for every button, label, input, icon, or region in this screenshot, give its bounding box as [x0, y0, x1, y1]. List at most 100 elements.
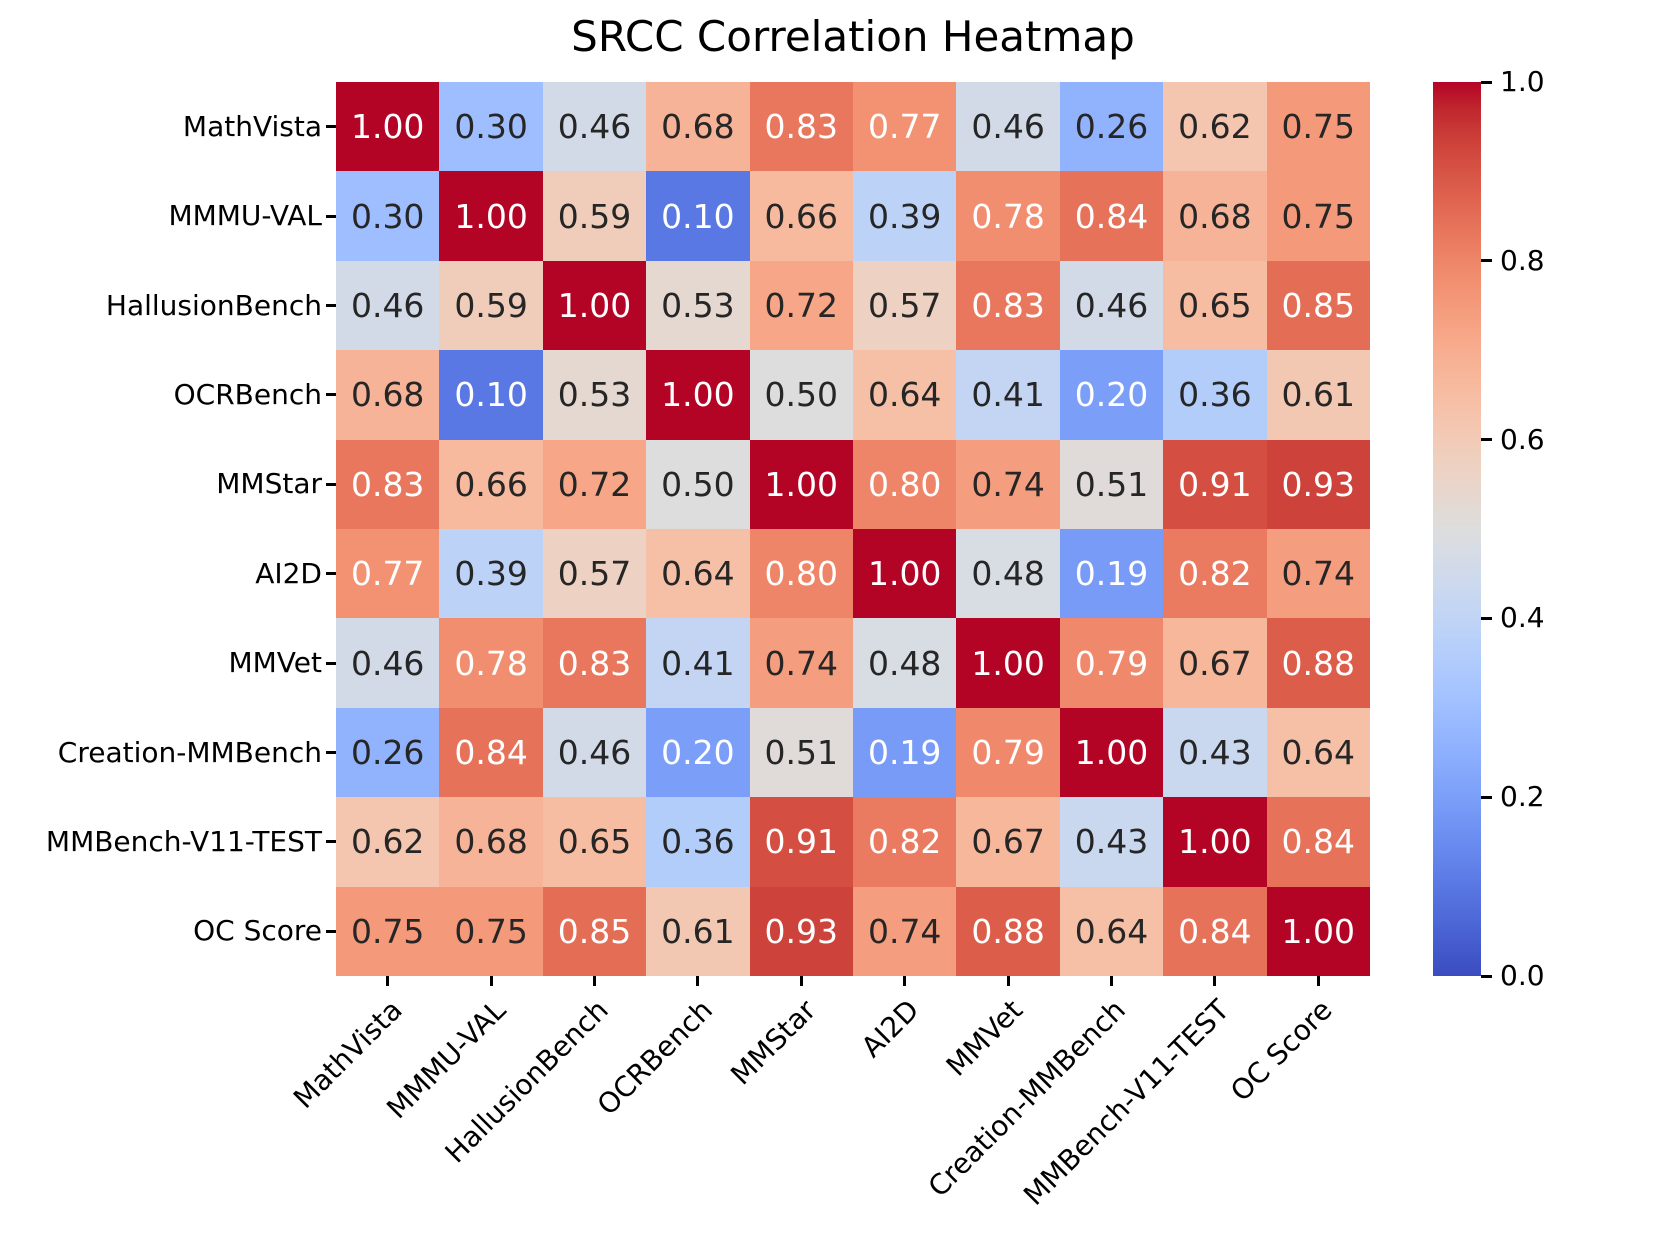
heatmap-cell-OC Score-MMVet: 0.88 [956, 886, 1060, 976]
cell-value: 0.91 [764, 822, 839, 862]
heatmap-cell-MMVet-OCRBench: 0.41 [646, 618, 750, 708]
cell-value: 0.46 [1074, 285, 1149, 325]
cell-value: 0.68 [661, 107, 735, 147]
cell-value: 0.65 [557, 822, 632, 862]
heatmap-cell-MMBench-V11-TEST-MMStar: 0.91 [749, 797, 853, 887]
heatmap-cell-MathVista-OCRBench: 0.68 [646, 82, 750, 172]
cell-value: 0.10 [454, 375, 528, 415]
heatmap-cell-AI2D-Creation-MMBench: 0.19 [1059, 529, 1164, 619]
cell-value: 0.82 [1178, 554, 1252, 594]
cell-value: 0.64 [1074, 911, 1149, 951]
heatmap-cell-HallusionBench-MMStar: 0.72 [749, 260, 853, 351]
cell-value: 0.75 [1281, 196, 1356, 236]
cell-value: 0.75 [1281, 107, 1356, 147]
heatmap-cell-HallusionBench-AI2D: 0.57 [853, 260, 957, 351]
cell-value: 0.67 [1178, 643, 1252, 683]
cell-value: 0.83 [557, 643, 632, 683]
heatmap-cell-MathVista-Creation-MMBench: 0.26 [1059, 82, 1164, 172]
cell-value: 1.00 [661, 375, 735, 415]
y-tick-label-MMMU-VAL: MMMU-VAL [168, 199, 322, 233]
heatmap-cell-OCRBench-MMMU-VAL: 0.10 [439, 350, 543, 440]
x-tick-mark [386, 976, 390, 986]
heatmap-cell-AI2D-HallusionBench: 0.57 [542, 529, 647, 619]
heatmap-cell-Creation-MMBench-MMVet: 0.79 [956, 707, 1060, 798]
heatmap-cell-MMStar-MathVista: 0.83 [336, 439, 440, 529]
y-tick-mark [326, 304, 336, 307]
heatmap-cell-OC Score-OCRBench: 0.61 [646, 886, 750, 976]
heatmap-cell-MMVet-MMMU-VAL: 0.78 [439, 618, 543, 708]
colorbar-tick-label-0.6: 0.6 [1500, 422, 1545, 456]
cell-value: 0.88 [971, 911, 1045, 951]
cell-value: 0.82 [867, 822, 942, 862]
x-tick-mark [1316, 976, 1320, 986]
x-tick-mark [903, 976, 907, 986]
heatmap-cell-MMBench-V11-TEST-AI2D: 0.82 [853, 797, 957, 887]
heatmap-cell-OCRBench-MMVet: 0.41 [956, 350, 1060, 440]
cell-value: 0.93 [1281, 464, 1356, 504]
cell-value: 0.74 [971, 464, 1045, 504]
heatmap-cell-HallusionBench-MMMU-VAL: 0.59 [439, 260, 543, 351]
heatmap-cell-MMBench-V11-TEST-MMVet: 0.67 [956, 797, 1060, 887]
heatmap-cell-MMVet-MMBench-V11-TEST: 0.67 [1163, 618, 1267, 708]
heatmap-cell-OC Score-MMMU-VAL: 0.75 [439, 886, 543, 976]
x-tick-mark [593, 976, 596, 986]
heatmap-cell-MMMU-VAL-MathVista: 0.30 [336, 171, 440, 261]
cell-value: 0.30 [350, 196, 425, 236]
heatmap-cell-OC Score-OC Score: 1.00 [1266, 886, 1370, 976]
cell-value: 0.41 [661, 643, 735, 683]
cell-value: 0.46 [350, 643, 425, 683]
heatmap-cell-HallusionBench-MMVet: 0.83 [956, 260, 1060, 351]
cell-value: 0.79 [971, 732, 1045, 772]
heatmap-cell-HallusionBench-OCRBench: 0.53 [646, 260, 750, 351]
heatmap-cell-Creation-MMBench-AI2D: 0.19 [853, 707, 957, 798]
heatmap-cell-MMMU-VAL-MMMU-VAL: 1.00 [439, 171, 543, 261]
colorbar-tick-label-0.0: 0.0 [1500, 959, 1545, 992]
cell-value: 0.43 [1074, 822, 1149, 862]
cell-value: 0.77 [350, 554, 425, 594]
cell-value: 1.00 [867, 554, 942, 594]
x-tick-mark [1213, 976, 1217, 986]
x-tick-mark [1006, 976, 1010, 986]
colorbar [1433, 82, 1481, 976]
heatmap-cell-MMVet-AI2D: 0.48 [853, 618, 957, 708]
cell-value: 0.78 [971, 196, 1045, 236]
heatmap-cell-AI2D-OC Score: 0.74 [1266, 529, 1370, 619]
heatmap-cell-MathVista-MMStar: 0.83 [749, 82, 853, 172]
cell-value: 0.57 [557, 554, 632, 594]
cell-value: 0.62 [1178, 107, 1252, 147]
heatmap-cell-AI2D-OCRBench: 0.64 [646, 529, 750, 619]
heatmap-cell-Creation-MMBench-MMStar: 0.51 [749, 707, 853, 798]
heatmap-cell-HallusionBench-OC Score: 0.85 [1266, 260, 1370, 351]
colorbar-tick-mark [1481, 80, 1492, 84]
y-tick-label-Creation-MMBench: Creation-MMBench [57, 735, 322, 769]
cell-value: 0.46 [350, 285, 425, 325]
heatmap-cell-MMVet-Creation-MMBench: 0.79 [1059, 618, 1164, 708]
heatmap-cell-MMStar-AI2D: 0.80 [853, 439, 957, 529]
chart-title: SRCC Correlation Heatmap [571, 12, 1135, 61]
x-tick-label-OC Score: OC Score [1224, 993, 1339, 1108]
heatmap-cell-AI2D-AI2D: 1.00 [853, 529, 957, 619]
cell-value: 0.64 [661, 554, 735, 594]
heatmap-cell-MMBench-V11-TEST-HallusionBench: 0.65 [542, 797, 647, 887]
heatmap-cell-Creation-MMBench-MMMU-VAL: 0.84 [439, 707, 543, 798]
cell-value: 0.77 [867, 107, 942, 147]
heatmap-cell-OCRBench-MMBench-V11-TEST: 0.36 [1163, 350, 1267, 440]
cell-value: 0.41 [971, 375, 1045, 415]
heatmap-cell-AI2D-MMStar: 0.80 [749, 529, 853, 619]
cell-value: 0.74 [764, 643, 839, 683]
x-tick-label-MMStar: MMStar [723, 993, 822, 1092]
heatmap-cell-MMMU-VAL-MMStar: 0.66 [749, 171, 853, 261]
y-tick-mark [326, 572, 336, 576]
heatmap-cell-OCRBench-AI2D: 0.64 [853, 350, 957, 440]
y-tick-mark [326, 661, 336, 665]
cell-value: 0.20 [661, 732, 735, 772]
heatmap-cell-MMStar-MMStar: 1.00 [749, 439, 853, 529]
cell-value: 1.00 [1281, 911, 1356, 951]
cell-value: 0.80 [764, 554, 839, 594]
x-tick-label-MMBench-V11-TEST: MMBench-V11-TEST [1016, 993, 1236, 1212]
cell-value: 0.83 [350, 464, 425, 504]
y-tick-label-MathVista: MathVista [182, 109, 322, 143]
heatmap-cell-MathVista-MathVista: 1.00 [336, 82, 440, 172]
cell-value: 0.46 [557, 732, 632, 772]
